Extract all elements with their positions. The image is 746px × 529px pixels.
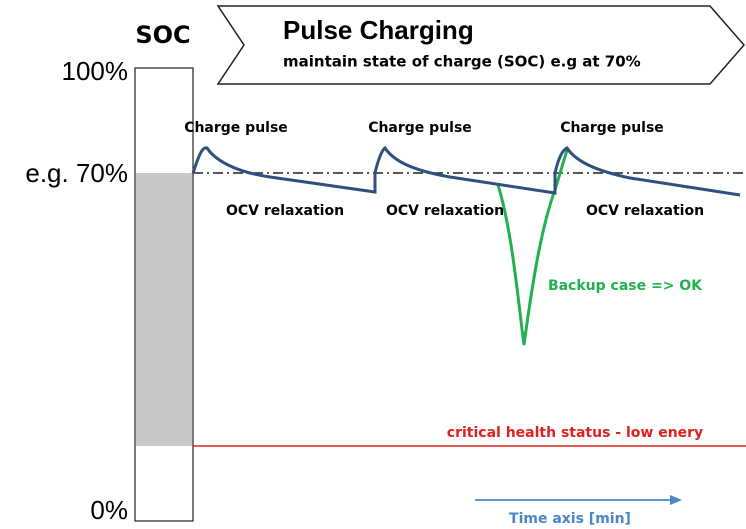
level-top: 100% (62, 56, 129, 86)
soc-label: SOC (135, 21, 190, 49)
header-arrow (216, 5, 745, 85)
critical-label: critical health status - low enery (447, 425, 703, 441)
relaxation-label: OCV relaxation (586, 203, 704, 219)
backup-label: Backup case => OK (548, 278, 703, 294)
soc-curve (191, 145, 741, 197)
level-bottom: 0% (90, 495, 128, 525)
relaxation-label: OCV relaxation (226, 203, 344, 219)
relaxation-label: OCV relaxation (386, 203, 504, 219)
time-axis-label: Time axis [min] (509, 511, 631, 527)
time-arrow-head (670, 495, 682, 505)
backup-curve (496, 149, 569, 346)
charge-label: Charge pulse (184, 120, 288, 136)
charge-label: Charge pulse (560, 120, 664, 136)
header-subtitle: maintain state of charge (SOC) e.g at 70… (283, 53, 641, 71)
level-target: e.g. 70% (25, 158, 128, 188)
header-title: Pulse Charging (283, 15, 474, 45)
charge-label: Charge pulse (368, 120, 472, 136)
soc-fill (135, 173, 193, 446)
